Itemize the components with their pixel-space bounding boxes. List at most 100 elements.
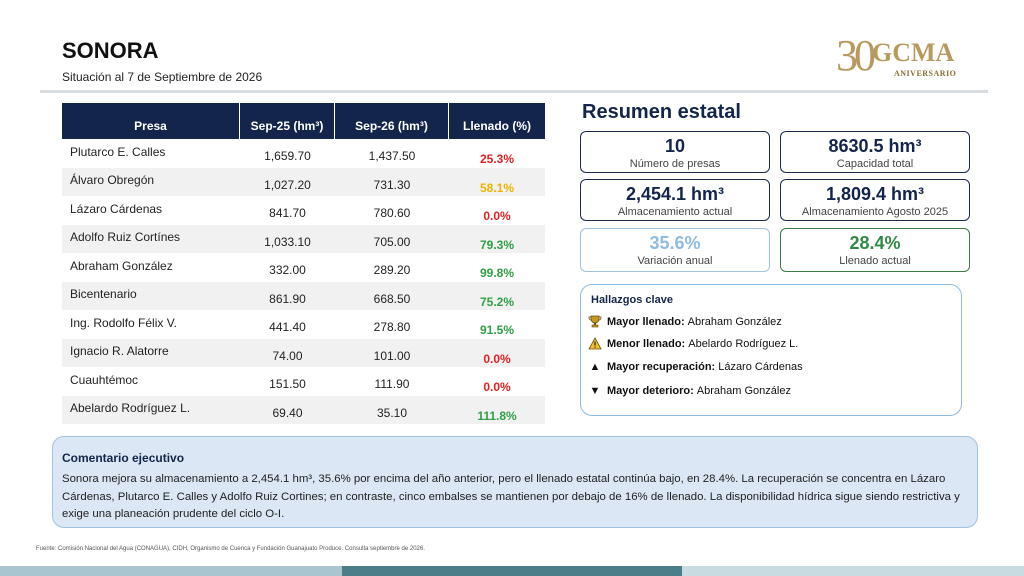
footer-bar [0, 566, 342, 576]
finding-key: Mayor llenado: [607, 315, 685, 328]
cell-llenado: 111.8% [477, 408, 517, 423]
cell-presa: Plutarco E. Calles [70, 144, 166, 159]
cell-sep26: 731.30 [373, 177, 411, 192]
card-label: Capacidad total [836, 158, 914, 170]
logo-subtext: ANIVERSARIO [894, 69, 957, 78]
source-note: Fuente: Comisión Nacional del Agua (CONA… [36, 546, 425, 552]
finding-key: Mayor recuperación: [607, 361, 716, 373]
header-divider [40, 90, 988, 93]
finding-item: ▲ Mayor recuperación: Lázaro Cárdenas [587, 361, 803, 373]
finding-item: Menor llenado: Abelardo Rodríguez L. [587, 337, 798, 350]
finding-item: ▼ Mayor deterioro: Abraham González [587, 385, 791, 397]
card-label: Llenado actual [839, 255, 911, 267]
cell-llenado: 0.0% [483, 351, 511, 366]
cell-sep25: 74.00 [272, 348, 303, 363]
logo-number: 30 [836, 31, 876, 80]
card-almacenamiento-agosto: 1,809.4 hm³ Almacenamiento Agosto 2025 [780, 179, 970, 221]
cell-presa: Ing. Rodolfo Félix V. [70, 315, 177, 330]
cell-sep26: 278.80 [373, 320, 411, 335]
cell-sep26: 289.20 [373, 263, 411, 278]
dams-table: Presa Sep-25 (hm³) Sep-26 (hm³) Llenado … [62, 103, 545, 424]
column-header-sep25: Sep-25 (hm³) [240, 103, 335, 139]
finding-item: Mayor llenado: Abraham González [587, 315, 782, 328]
finding-value: Abelardo Rodríguez L. [688, 337, 799, 350]
table-row: Abelardo Rodríguez L. 69.40 35.10 111.8% [62, 395, 545, 424]
cell-llenado: 0.0% [483, 380, 511, 395]
table-body: Plutarco E. Calles 1,659.70 1,437.50 25.3% Á… [62, 139, 545, 424]
card-llenado-actual: 28.4% Llenado actual [780, 228, 970, 272]
page-title: SONORA [62, 38, 159, 63]
cell-sep25: 841.70 [269, 206, 306, 221]
cell-llenado: 0.0% [483, 209, 511, 224]
cell-presa: Adolfo Ruiz Cortínes [70, 230, 181, 245]
cell-presa: Abelardo Rodríguez L. [70, 401, 191, 416]
cell-sep25: 1,659.70 [264, 149, 311, 164]
table-row: Álvaro Obregón 1,027.20 731.30 58.1% [62, 167, 545, 196]
cell-llenado: 25.3% [479, 152, 515, 167]
cell-sep25: 332.00 [269, 263, 306, 278]
table-row: Abraham González 332.00 289.20 99.8% [62, 253, 545, 282]
cell-llenado: 75.2% [479, 294, 515, 309]
cell-llenado: 58.1% [479, 180, 515, 195]
page-subtitle: Situación al 7 de Septiembre de 2026 [62, 70, 263, 84]
cell-sep26: 668.50 [373, 291, 411, 306]
cell-sep26: 780.60 [373, 206, 411, 221]
finding-key: Mayor deterioro: [607, 385, 694, 397]
cell-presa: Ignacio R. Alatorre [70, 344, 169, 359]
card-almacenamiento-actual: 2,454.1 hm³ Almacenamiento actual [580, 179, 770, 221]
cell-presa: Álvaro Obregón [70, 173, 155, 188]
card-label: Número de presas [629, 158, 721, 170]
card-value: 35.6% [649, 233, 701, 253]
table-row: Ignacio R. Alatorre 74.00 101.00 0.0% [62, 338, 545, 367]
card-value: 28.4% [849, 233, 901, 253]
cell-sep25: 1,027.20 [264, 177, 311, 192]
arrow-up-icon: ▲ [589, 361, 601, 373]
comment-text: Sonora mejora su almacenamiento a 2,454.… [62, 473, 960, 520]
logo-text: GCMA [872, 38, 955, 67]
cell-sep26: 35.10 [376, 405, 408, 420]
table-row: Lázaro Cárdenas 841.70 780.60 0.0% [62, 196, 545, 225]
footer-bar [682, 566, 1024, 576]
cell-presa: Lázaro Cárdenas [70, 201, 163, 216]
card-value: 2,454.1 hm³ [625, 184, 725, 204]
cell-sep26: 705.00 [373, 234, 411, 249]
card-value: 8630.5 hm³ [828, 136, 922, 156]
cell-llenado: 99.8% [479, 266, 515, 281]
gcma-logo: 30 GCMA ANIVERSARIO [836, 31, 962, 84]
cell-llenado: 79.3% [479, 237, 515, 252]
footer-bar [342, 566, 682, 576]
card-variacion-anual: 35.6% Variación anual [580, 228, 770, 272]
table-header: Presa Sep-25 (hm³) Sep-26 (hm³) Llenado … [62, 103, 545, 139]
comment-title: Comentario ejecutivo [62, 451, 185, 465]
table-row: Adolfo Ruiz Cortínes 1,033.10 705.00 79.3% [62, 224, 545, 253]
finding-key: Menor llenado: [607, 337, 686, 350]
cell-presa: Cuauhtémoc [70, 372, 139, 387]
card-label: Almacenamiento Agosto 2025 [801, 206, 949, 218]
table-row: Ing. Rodolfo Félix V. 441.40 278.80 91.5% [62, 310, 545, 339]
card-label: Almacenamiento actual [617, 206, 733, 218]
warning-icon [587, 337, 603, 350]
cell-sep25: 861.90 [269, 291, 306, 306]
cell-sep26: 1,437.50 [368, 149, 416, 164]
cell-sep25: 441.40 [269, 320, 306, 335]
card-capacidad-total: 8630.5 hm³ Capacidad total [780, 131, 970, 173]
column-header-presa: Presa [62, 103, 240, 139]
card-label: Variación anual [637, 255, 713, 267]
cell-presa: Bicentenario [70, 287, 137, 302]
executive-comment-panel: Comentario ejecutivo Sonora mejora su al… [52, 436, 978, 528]
cell-presa: Abraham González [70, 258, 173, 273]
cell-sep26: 111.90 [374, 377, 410, 392]
arrow-down-icon: ▼ [589, 385, 601, 397]
findings-title: Hallazgos clave [591, 294, 673, 306]
finding-value: Abraham González [696, 385, 791, 397]
cell-sep25: 1,033.10 [264, 234, 311, 249]
table-row: Plutarco E. Calles 1,659.70 1,437.50 25.3% [62, 139, 545, 168]
footer-color-bars [0, 566, 1024, 576]
table-row: Bicentenario 861.90 668.50 75.2% [62, 281, 545, 310]
cell-llenado: 91.5% [479, 323, 515, 338]
summary-title: Resumen estatal [582, 101, 741, 123]
cell-sep25: 69.40 [272, 405, 303, 420]
key-findings-panel: Hallazgos clave Mayor llenado: Abraham G… [580, 284, 962, 416]
trophy-icon [587, 315, 603, 328]
card-value: 10 [664, 136, 686, 156]
